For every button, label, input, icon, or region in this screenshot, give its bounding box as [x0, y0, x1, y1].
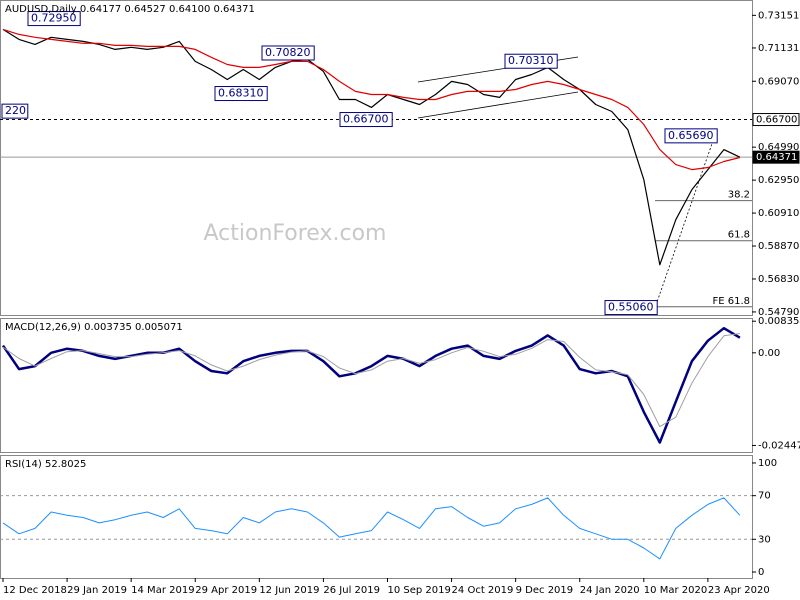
y-tick-label: 0 [758, 567, 764, 578]
y-tick-label: 70 [758, 491, 771, 502]
price-label-box [504, 53, 558, 69]
x-tick-label: 24 Jan 2020 [580, 585, 640, 596]
x-tick-label: 10 Mar 2020 [644, 585, 707, 596]
y-tick-label: 0.54790 [758, 307, 799, 318]
y-tick-label: 0.71131 [758, 43, 799, 54]
price-label: 0.68310 [218, 87, 264, 100]
y-tick-label: 0.58870 [758, 241, 799, 252]
price-label: 0.70820 [265, 46, 311, 59]
channel-lower [417, 91, 579, 119]
price-label-box [261, 45, 315, 61]
panel-title: RSI(14) 52.8025 [5, 459, 86, 470]
series-line [2, 497, 741, 560]
y-tick-label: 0.69070 [758, 76, 799, 87]
y-tick-label: 30 [758, 534, 771, 545]
price-label-box [1, 103, 29, 119]
price-label: 220 [5, 104, 26, 117]
fib-label: 61.8 [728, 230, 750, 241]
x-tick-label: 29 Apr 2019 [195, 585, 257, 596]
panel-title: MACD(12,26,9) 0.003735 0.005071 [5, 322, 183, 333]
series-line [2, 28, 741, 266]
panel-title: AUDUSD,Daily 0.64177 0.64527 0.64100 0.6… [5, 4, 255, 15]
series-line [2, 28, 741, 171]
x-tick-label: 14 Mar 2019 [131, 585, 194, 596]
x-tick-label: 23 Apr 2020 [708, 585, 770, 596]
x-tick-label: 12 Jun 2019 [259, 585, 319, 596]
price-label: 0.70310 [508, 54, 554, 67]
x-tick-label: 26 Jul 2019 [323, 585, 380, 596]
level-label-box [752, 150, 800, 164]
y-tick-label: -0.02447 [758, 440, 800, 451]
y-tick-label: 0.56830 [758, 274, 799, 285]
price-label-box [27, 11, 81, 27]
x-tick-label: 12 Dec 2018 [3, 585, 67, 596]
level-label: 0.64371 [756, 152, 797, 163]
y-tick-label: 0.60910 [758, 208, 799, 219]
x-tick-label: 9 Dec 2019 [516, 585, 574, 596]
x-tick-label: 29 Jan 2019 [67, 585, 127, 596]
level-label: 0.66700 [756, 115, 797, 126]
x-tick-label: 24 Oct 2019 [452, 585, 514, 596]
fib-label: FE 61.8 [712, 296, 750, 307]
price-label-box [664, 128, 718, 144]
macd-panel-frame [0, 318, 753, 453]
y-tick-label: 0.008354 [758, 316, 800, 327]
price-label-box [214, 86, 268, 102]
level-label-box [752, 113, 800, 127]
y-tick-label: 0.00 [758, 348, 780, 359]
y-tick-label: 100 [758, 458, 777, 469]
price-label-box [604, 300, 658, 316]
fib-label: 38.2 [728, 190, 750, 201]
y-tick-label: 0.73151 [758, 10, 799, 21]
price-label-box [339, 112, 393, 128]
x-tick-label: 10 Sep 2019 [387, 585, 450, 596]
y-tick-label: 0.62950 [758, 175, 799, 186]
series-line [2, 333, 740, 428]
price-label: 0.65690 [668, 129, 714, 142]
rsi-panel-frame [0, 455, 753, 579]
price-label: 0.55060 [608, 301, 654, 314]
trend-line [655, 134, 716, 306]
watermark: ActionForex.com [204, 221, 387, 246]
price-label: 0.66700 [343, 113, 389, 126]
y-tick-label: 0.64990 [758, 142, 799, 153]
price-label: 0.72950 [31, 12, 77, 25]
